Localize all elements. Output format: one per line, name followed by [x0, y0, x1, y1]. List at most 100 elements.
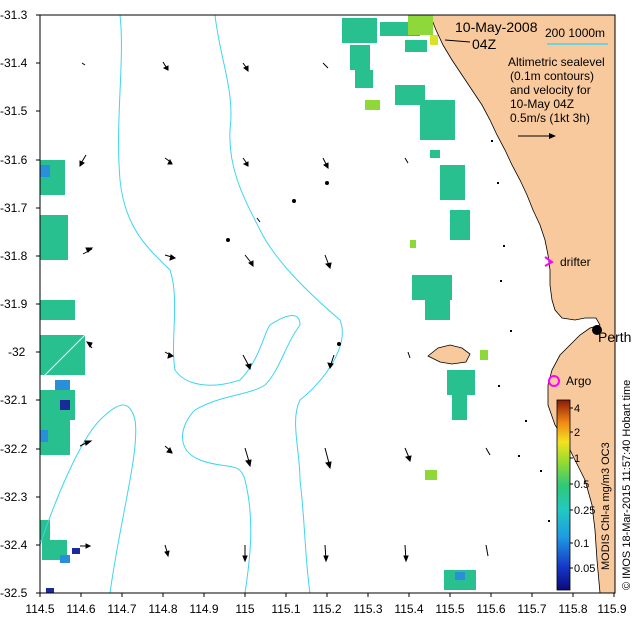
velocity-arrow-icon [226, 238, 230, 242]
velocity-arrow-icon [325, 181, 329, 185]
x-tick-label: 115.3 [353, 602, 382, 616]
velocity-arrow-icon [407, 351, 411, 359]
x-tick-label: 114.6 [66, 602, 95, 616]
credit-label: © IMOS 18-Mar-2015 11:57:40 Hobart time [621, 380, 633, 590]
y-axis: -31.3 -31.4 -31.5 -31.6 -31.7 -31.8 -31.… [0, 8, 40, 600]
x-tick-label: 115.2 [312, 602, 341, 616]
x-tick-label: 114.5 [25, 602, 54, 616]
colorbar-tick-label: 0.05 [574, 563, 595, 575]
x-tick-label: 115.7 [517, 602, 546, 616]
velocity-arrow-icon [324, 447, 332, 470]
legend-line: and velocity for [510, 83, 591, 97]
velocity-arrow-icon [256, 217, 261, 223]
land-area [429, 14, 616, 594]
velocity-arrow-icon [327, 354, 335, 370]
depth-scale-label: 200 1000m [545, 26, 605, 40]
velocity-arrow-icon [242, 545, 248, 563]
velocity-arrow-icon [164, 544, 170, 558]
title-pointer [444, 39, 471, 43]
y-tick-label: -31.6 [0, 153, 28, 167]
velocity-arrow-icon [80, 543, 92, 549]
coast-specks [491, 140, 550, 522]
x-tick-label: 115.1 [271, 602, 300, 616]
drifter-label: drifter [560, 255, 591, 269]
y-tick-label: -31.3 [0, 8, 28, 22]
y-tick-label: -32.5 [0, 586, 28, 600]
white-track-line [39, 334, 86, 381]
x-tick-label: 115.9 [597, 602, 626, 616]
velocity-arrow-icon [323, 544, 329, 563]
x-tick-label: 114.9 [189, 602, 218, 616]
velocity-arrow-icon [79, 440, 93, 447]
velocity-arrow-icon [403, 544, 409, 563]
velocity-arrow-icon [322, 62, 329, 69]
velocity-arrow-icon [164, 254, 177, 261]
velocity-arrow-icon [404, 447, 412, 463]
velocity-arrow-icon [404, 157, 409, 164]
y-tick-label: -32.2 [0, 442, 28, 456]
x-tick-label: 115.5 [435, 602, 464, 616]
velocity-arrows [79, 61, 491, 563]
y-tick-label: -31.7 [0, 201, 28, 215]
velocity-arrow-icon [162, 61, 169, 71]
colorbar-tick-label: 4 [574, 403, 580, 415]
colorbar-title: MODIS Chl-a mg/m3 OC3 [600, 442, 612, 570]
y-tick-label: -31.9 [0, 297, 28, 311]
x-tick-label: 114.8 [148, 602, 177, 616]
velocity-arrow-icon [337, 342, 341, 346]
argo-circle-icon [548, 375, 560, 387]
velocity-arrow-icon [244, 447, 252, 468]
chlorophyll-patches [40, 15, 488, 593]
y-tick-label: -31.4 [0, 56, 28, 70]
rottnest-island [427, 344, 471, 365]
legend-line: Altimetric sealevel [508, 55, 605, 69]
x-tick-label: 115.8 [558, 602, 587, 616]
colorbar-tick-label: 0.1 [574, 538, 589, 550]
x-tick-label: 115.6 [476, 602, 505, 616]
perth-label: Perth [598, 329, 631, 345]
drifter-arrow-icon [544, 256, 554, 267]
y-tick-label: -31.5 [0, 104, 28, 118]
velocity-arrow-icon [164, 157, 173, 165]
y-tick-label: -31.8 [0, 249, 28, 263]
velocity-arrow-icon [242, 157, 249, 167]
velocity-arrow-icon [81, 62, 86, 66]
title-date: 10-May-2008 [455, 19, 538, 35]
velocity-arrow-icon [322, 157, 329, 169]
colorbar-tick-label: 2 [574, 427, 580, 439]
depth-contours [39, 14, 343, 594]
x-tick-label: 114.7 [107, 602, 136, 616]
x-axis: 114.5 114.6 114.7 114.8 114.9 115 115.1 … [25, 593, 627, 616]
velocity-arrow-icon [242, 62, 249, 72]
x-tick-label: 115.4 [394, 602, 423, 616]
velocity-arrow-icon [85, 341, 93, 349]
legend-line: 10-May 04Z [510, 97, 574, 111]
x-tick-label: 115 [235, 602, 254, 616]
legend-line: (0.1m contours) [510, 69, 594, 83]
velocity-arrow-icon [244, 254, 254, 267]
velocity-arrow-icon [485, 447, 491, 456]
y-tick-label: -32.4 [0, 538, 28, 552]
colorbar-tick-label: 1 [574, 453, 580, 465]
y-tick-label: -32.3 [0, 490, 28, 504]
colorbar-tick-label: 0.5 [574, 479, 589, 491]
white-track-line-2 [39, 574, 51, 586]
title-time: 04Z [472, 36, 497, 52]
velocity-arrow-icon [164, 351, 175, 359]
argo-label: Argo [566, 374, 592, 388]
velocity-scale-arrow-icon [518, 133, 556, 139]
velocity-arrow-icon [324, 254, 332, 270]
velocity-arrow-icon [164, 445, 173, 454]
velocity-arrow-icon [292, 199, 296, 203]
velocity-arrow-icon [242, 354, 252, 371]
colorbar-ticks [570, 407, 573, 569]
velocity-arrow-icon [79, 154, 87, 167]
colorbar [556, 399, 571, 591]
y-tick-label: -32.1 [0, 393, 28, 407]
perth-dot-icon [592, 325, 602, 335]
legend-line: 0.5m/s (1kt 3h) [510, 111, 590, 125]
colorbar-tick-label: 0.25 [574, 505, 595, 517]
y-tick-label: -32 [8, 345, 26, 359]
velocity-arrow-icon [485, 544, 489, 557]
